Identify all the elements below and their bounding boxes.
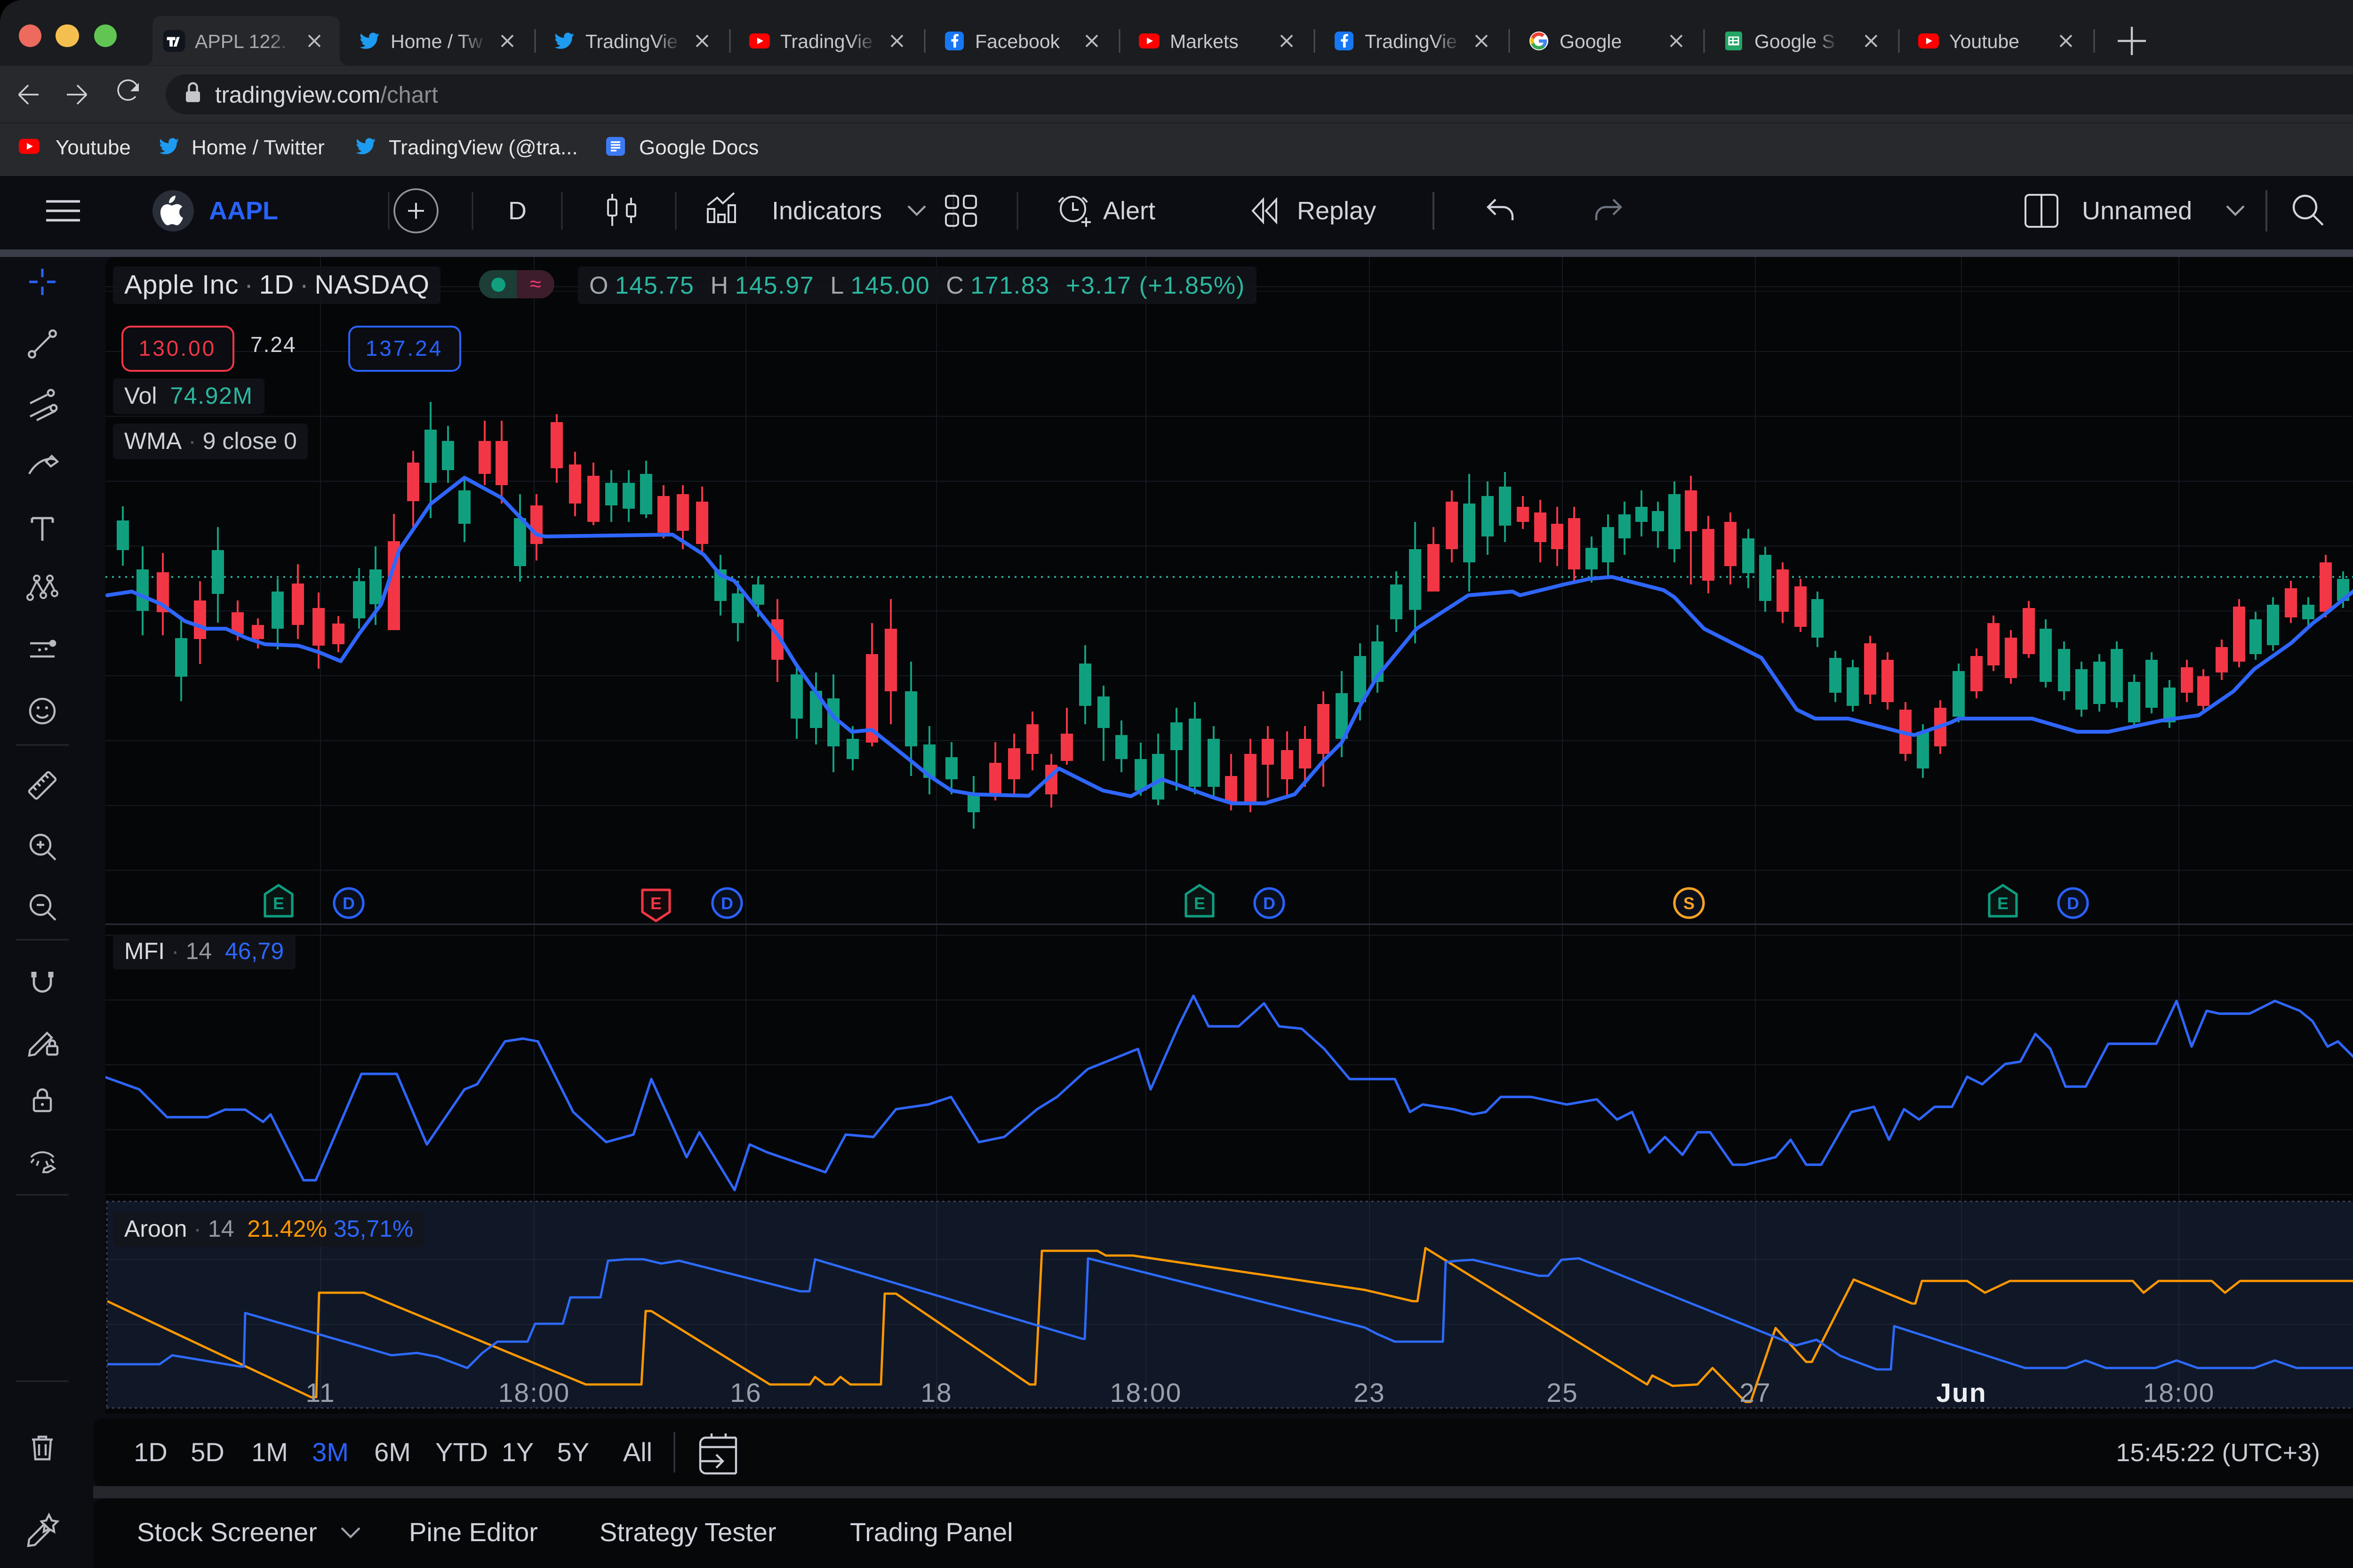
svg-text:25: 25 [1546, 1377, 1578, 1408]
svg-text:5Y: 5Y [557, 1437, 590, 1466]
svg-text:D: D [2067, 893, 2079, 912]
svg-text:APPL 122.: APPL 122. [195, 31, 287, 52]
svg-text:D: D [343, 893, 355, 912]
svg-text:27: 27 [1739, 1377, 1771, 1408]
svg-text:18:00: 18:00 [2143, 1377, 2215, 1408]
svg-text:E: E [650, 893, 662, 912]
svg-text:1Y: 1Y [502, 1437, 534, 1466]
svg-text:Google S: Google S [1754, 31, 1835, 52]
svg-text:6M: 6M [374, 1437, 411, 1466]
svg-text:Alert: Alert [1103, 197, 1155, 225]
svg-text:Unnamed: Unnamed [2082, 197, 2192, 225]
svg-text:3M: 3M [312, 1437, 349, 1466]
svg-text:Youtube: Youtube [56, 136, 131, 159]
svg-text:D: D [721, 893, 733, 912]
svg-text:E: E [273, 893, 284, 912]
svg-text:TradingVie: TradingVie [780, 31, 872, 52]
svg-text:15:45:22 (UTC+3): 15:45:22 (UTC+3) [2116, 1438, 2320, 1466]
svg-text:5D: 5D [191, 1437, 224, 1466]
svg-text:tradingview.com/chart: tradingview.com/chart [215, 82, 438, 107]
svg-text:Indicators: Indicators [772, 197, 882, 225]
svg-text:TradingView (@tra...: TradingView (@tra... [389, 136, 578, 159]
svg-text:1M: 1M [251, 1437, 288, 1466]
svg-text:Home / Tw: Home / Tw [391, 31, 483, 52]
svg-text:YTD: YTD [435, 1437, 488, 1466]
svg-text:Trading Panel: Trading Panel [850, 1517, 1013, 1546]
svg-text:Stock Screener: Stock Screener [137, 1517, 317, 1546]
svg-text:TradingVie: TradingVie [585, 31, 678, 52]
svg-text:16: 16 [730, 1377, 761, 1408]
svg-text:E: E [1194, 893, 1205, 912]
svg-text:AAPL: AAPL [209, 197, 278, 225]
svg-text:TradingVie: TradingVie [1365, 31, 1457, 52]
svg-text:Markets: Markets [1170, 31, 1239, 52]
svg-text:Facebook: Facebook [975, 31, 1060, 52]
svg-text:23: 23 [1353, 1377, 1385, 1408]
svg-text:All: All [623, 1437, 652, 1466]
svg-text:D: D [508, 197, 527, 225]
svg-text:D: D [1263, 893, 1275, 912]
svg-text:Home / Twitter: Home / Twitter [192, 136, 325, 159]
svg-text:18:00: 18:00 [1110, 1377, 1182, 1408]
svg-text:Replay: Replay [1297, 197, 1376, 225]
svg-text:Google Docs: Google Docs [639, 136, 759, 159]
svg-text:Jun: Jun [1936, 1377, 1986, 1408]
svg-text:S: S [1683, 893, 1695, 912]
svg-text:Strategy Tester: Strategy Tester [600, 1517, 776, 1546]
svg-text:1D: 1D [134, 1437, 168, 1466]
svg-text:E: E [1997, 893, 2009, 912]
svg-text:Youtube: Youtube [1949, 31, 2019, 52]
svg-text:Google: Google [1560, 31, 1622, 52]
svg-text:Pine Editor: Pine Editor [409, 1517, 538, 1546]
svg-text:18: 18 [920, 1377, 952, 1408]
svg-text:11: 11 [305, 1377, 335, 1408]
svg-text:18:00: 18:00 [498, 1377, 570, 1408]
